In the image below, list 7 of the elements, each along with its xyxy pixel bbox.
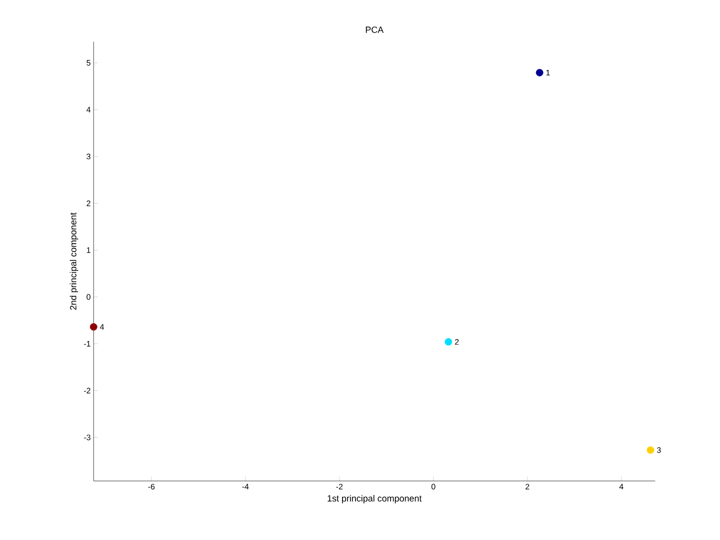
chart-title: PCA xyxy=(366,26,384,33)
point xyxy=(90,323,98,331)
point xyxy=(444,338,452,346)
point xyxy=(646,446,654,454)
x-axis-title: 1st principal component xyxy=(328,494,422,504)
point xyxy=(536,68,544,76)
y-axis-title: 2nd principal component xyxy=(70,212,78,310)
